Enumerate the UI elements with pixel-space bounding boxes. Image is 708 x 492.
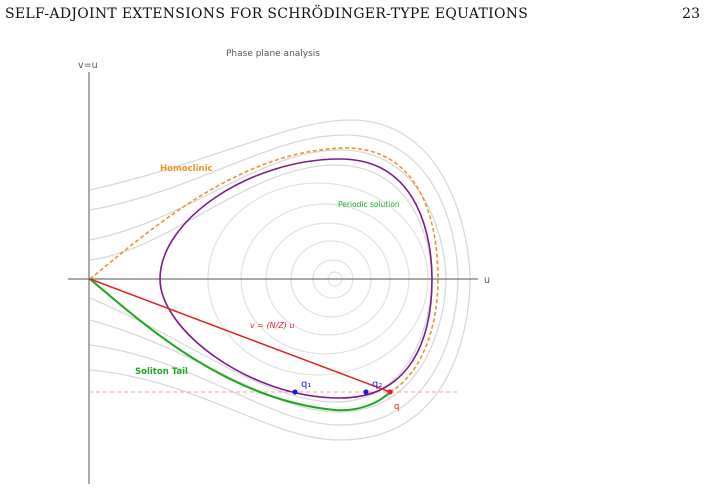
homoclinic-label: Homoclinic — [160, 164, 213, 174]
slope-line — [89, 278, 391, 393]
slope-line-label: v = (N/Z) u — [250, 321, 295, 330]
q2-label: q₂ — [372, 379, 382, 390]
v-axis-label: v=u — [78, 60, 98, 71]
u-axis-label: u — [484, 275, 490, 286]
q-label: q — [394, 402, 399, 412]
figure-title: Phase plane analysis — [226, 49, 320, 59]
periodic-orbit — [159, 158, 433, 399]
homoclinic-orbit — [89, 147, 439, 393]
running-title: SELF-ADJOINT EXTENSIONS FOR SCHRÖDINGER-… — [5, 6, 529, 22]
periodic-label: Periodic solution — [338, 200, 400, 209]
point-q1 — [292, 389, 298, 395]
soliton-tail-curve — [89, 278, 391, 412]
q1-label: q₁ — [301, 379, 311, 390]
running-head: SELF-ADJOINT EXTENSIONS FOR SCHRÖDINGER-… — [5, 6, 700, 28]
point-q — [387, 389, 393, 395]
point-q2 — [363, 389, 369, 395]
page-number: 23 — [682, 6, 700, 22]
soliton-label: Soliton Tail — [135, 367, 188, 377]
